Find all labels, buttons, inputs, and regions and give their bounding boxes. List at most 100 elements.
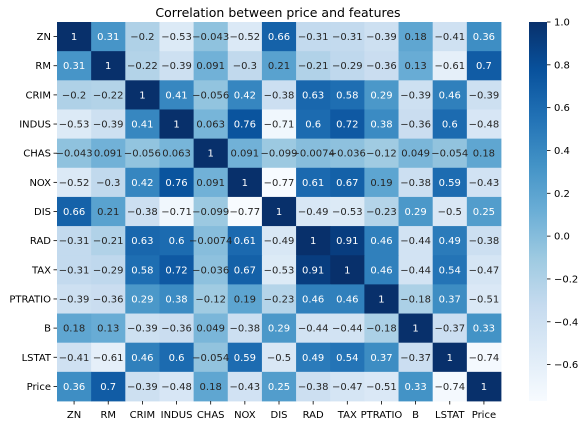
heatmap-cell (296, 138, 331, 169)
heatmap-cell (227, 22, 263, 52)
heatmap-cell (159, 255, 195, 285)
cell-value-label: −0.31 (298, 32, 329, 43)
cell-value-label: 0.37 (370, 353, 392, 364)
cell-value-label: −0.38 (400, 178, 431, 189)
cell-value-label: −0.71 (161, 207, 192, 218)
heatmap-cell (159, 80, 195, 110)
heatmap-cell (193, 342, 229, 373)
heatmap-cell (432, 313, 468, 344)
cell-value-label: 1 (344, 265, 350, 276)
heatmap-cell (227, 371, 263, 402)
cell-value-label: 0.31 (63, 61, 85, 72)
cell-value-label: 0.31 (97, 32, 119, 43)
heatmap-cell (330, 22, 365, 52)
chart-title: Correlation between price and features (155, 5, 400, 20)
cell-value-label: −0.36 (161, 324, 192, 335)
cell-value-label: 0.67 (336, 178, 358, 189)
colorbar-tick-label: 1.0 (554, 18, 570, 29)
cell-value-label: 0.13 (97, 324, 119, 335)
cell-value-label: −0.36 (400, 120, 431, 131)
heatmap-cell (91, 22, 126, 52)
cell-value-label: 0.29 (268, 324, 290, 335)
heatmap-cell (125, 342, 160, 373)
cell-value-label: 0.46 (302, 294, 324, 305)
cell-value-label: 0.18 (473, 149, 495, 160)
heatmap-cell (57, 80, 92, 110)
heatmap-cell (432, 371, 468, 402)
cell-value-label: 0.54 (336, 353, 358, 364)
heatmap-cell (466, 313, 502, 344)
heatmap-cell (57, 196, 92, 227)
cell-value-label: 0.6 (442, 120, 458, 131)
heatmap-cells (57, 22, 502, 402)
cell-value-label: 0.19 (234, 294, 256, 305)
cell-value-label: 0.6 (169, 236, 185, 247)
cell-value-label: −0.39 (400, 90, 431, 101)
cell-value-label: 0.91 (336, 236, 358, 247)
heatmap-cell (261, 51, 297, 81)
heatmap-cell (466, 226, 502, 256)
cell-value-label: −0.054 (431, 149, 468, 160)
cell-value-label: 0.6 (169, 353, 185, 364)
heatmap-cell (227, 80, 263, 110)
cell-value-label: −0.18 (400, 294, 431, 305)
cell-value-label: −0.21 (298, 61, 329, 72)
heatmap-cell (364, 196, 399, 227)
cell-value-label: 0.76 (165, 178, 187, 189)
cell-value-label: 0.38 (165, 294, 187, 305)
cell-value-label: −0.39 (469, 90, 500, 101)
heatmap-cell (261, 80, 297, 110)
colorbar-tick-label: −0.2 (554, 274, 578, 285)
heatmap-cell (57, 284, 92, 314)
cell-value-label: 1 (447, 353, 453, 364)
heatmap-cell (398, 51, 434, 81)
cell-value-label: −0.39 (127, 382, 158, 393)
heatmap-cell (330, 167, 365, 198)
heatmap-cell (57, 51, 92, 81)
cell-value-label: −0.38 (264, 90, 295, 101)
heatmap-cell (364, 284, 399, 314)
cell-value-label: 0.54 (439, 265, 461, 276)
heatmap-cell (261, 22, 297, 52)
cell-value-label: −0.41 (434, 32, 465, 43)
cell-value-label: 0.72 (336, 120, 358, 131)
cell-value-label: −0.38 (298, 382, 329, 393)
cell-value-label: 0.63 (302, 90, 324, 101)
y-tick-label: PTRATIO (9, 294, 51, 305)
cell-value-label: −0.043 (56, 149, 93, 160)
heatmap-cell (398, 80, 434, 110)
heatmap-cell (159, 22, 195, 52)
cell-value-label: 0.049 (401, 149, 430, 160)
heatmap-cell (227, 109, 263, 140)
cell-value-label: 0.63 (131, 236, 153, 247)
heatmap-cell (432, 138, 468, 169)
y-tick-label: CHAS (23, 149, 51, 160)
heatmap-cell (159, 284, 195, 314)
cell-value-label: −0.12 (366, 149, 397, 160)
x-tick-label: TAX (337, 410, 357, 421)
heatmap-cell (364, 167, 399, 198)
cell-value-label: −0.37 (434, 324, 465, 335)
cell-value-label: −0.37 (400, 353, 431, 364)
heatmap-cell (91, 80, 126, 110)
cell-value-label: −0.51 (469, 294, 500, 305)
x-tick-label: ZN (67, 410, 81, 421)
heatmap-cell (432, 196, 468, 227)
heatmap-cell-labels: 1 0.31 −0.2 −0.53 −0.043 −0.52 0.66 −0.31 −0.31−… (56, 32, 500, 393)
colorbar-tick-label: 0.0 (554, 232, 570, 243)
heatmap-cell (466, 22, 502, 52)
cell-value-label: −0.0074 (291, 149, 334, 160)
cell-value-label: 0.21 (268, 61, 290, 72)
cell-value-label: 0.049 (196, 324, 225, 335)
cell-value-label: −0.43 (230, 382, 261, 393)
cell-value-label: −0.054 (192, 353, 229, 364)
cell-value-label: 1 (310, 236, 316, 247)
y-tick-label: DIS (34, 207, 51, 218)
cell-value-label: 1 (105, 61, 111, 72)
heatmap-cell (364, 80, 399, 110)
heatmap-cell (364, 138, 399, 169)
cell-value-label: 0.25 (473, 207, 495, 218)
cell-value-label: 0.18 (63, 324, 85, 335)
x-tick-label: CHAS (197, 410, 225, 421)
heatmap-cell (57, 255, 92, 285)
